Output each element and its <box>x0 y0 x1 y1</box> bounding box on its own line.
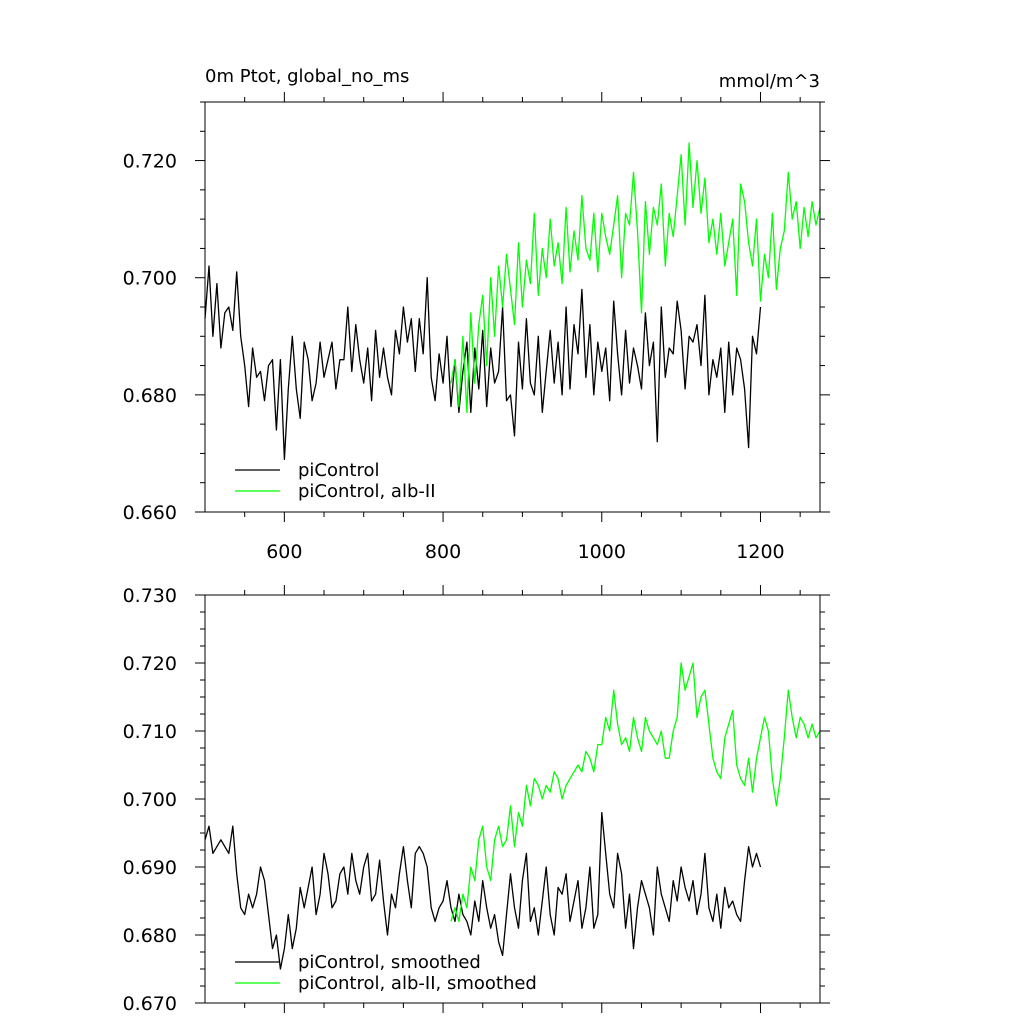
y-tick-label: 0.710 <box>123 721 177 743</box>
x-tick-label: 1200 <box>736 541 784 563</box>
chart-title: 0m Ptot, global_no_ms <box>205 66 409 87</box>
y-tick-label: 0.680 <box>123 925 177 947</box>
y-tick-label: 0.720 <box>123 653 177 675</box>
x-tick-label: 800 <box>425 541 461 563</box>
legend-label: piControl <box>298 460 380 481</box>
top-panel: 600 800 1000 1200 0.660 0.680 0.700 0.720 0m Pto… <box>123 66 830 563</box>
y-tick-label: 0.670 <box>123 993 177 1015</box>
series-line-1 <box>204 811 762 970</box>
legend-label: piControl, alb-II, smoothed <box>298 973 537 994</box>
x-tick-label: 600 <box>266 541 302 563</box>
series-line-1 <box>204 265 762 460</box>
legend-label: piControl, smoothed <box>298 952 481 973</box>
y-tick-label: 0.680 <box>123 385 177 407</box>
y-tick-label: 0.720 <box>123 151 177 173</box>
units-label: mmol/m^3 <box>719 71 820 92</box>
x-tick-label: 1000 <box>578 541 626 563</box>
legend-label: piControl, alb-II <box>298 481 436 502</box>
bottom-panel: 0.670 0.680 0.690 0.700 0.710 0.720 0.730 piCon… <box>123 585 830 1015</box>
y-tick-label: 0.660 <box>123 502 177 524</box>
y-tick-label: 0.700 <box>123 268 177 290</box>
series-line-2 <box>450 662 821 923</box>
series-line-2 <box>450 142 821 414</box>
y-tick-label: 0.700 <box>123 789 177 811</box>
plot-frame <box>204 594 821 1004</box>
y-tick-label: 0.730 <box>123 585 177 607</box>
y-tick-label: 0.690 <box>123 857 177 879</box>
